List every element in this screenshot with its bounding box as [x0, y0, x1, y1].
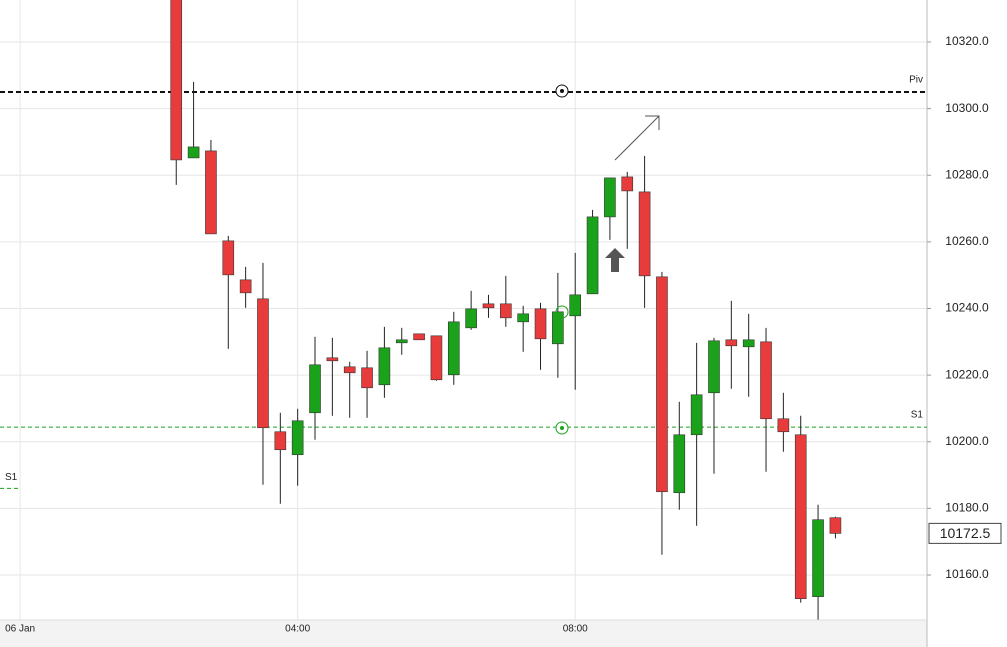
- y-tick-label: 10320.0: [945, 34, 989, 48]
- candle-body: [812, 519, 824, 597]
- y-tick-label: 10300.0: [945, 101, 989, 115]
- candle-body: [361, 367, 373, 389]
- s1-marker-dot: [560, 426, 564, 430]
- y-tick-label: 10180.0: [945, 501, 989, 515]
- candles: [170, 0, 842, 620]
- candle-body: [222, 240, 235, 276]
- pivot-marker-dot: [560, 89, 564, 93]
- candle-body: [291, 420, 304, 456]
- candle-body: [482, 303, 495, 309]
- candle-body: [465, 308, 477, 329]
- candle-body: [552, 311, 564, 345]
- x-tick-label: 04:00: [285, 624, 310, 635]
- last-price-box: [928, 522, 1002, 544]
- x-tick-label: 06 Jan: [5, 624, 35, 635]
- trend-arrow-head: [645, 115, 660, 130]
- candle-body: [447, 321, 460, 376]
- candle-body: [500, 303, 512, 319]
- candle-body: [517, 313, 529, 323]
- candle-body: [708, 340, 720, 394]
- trend-arrow: [614, 115, 660, 161]
- candle-body: [343, 366, 356, 374]
- level-label: Piv: [909, 75, 923, 86]
- y-tick-label: 10260.0: [945, 234, 989, 248]
- candle-body: [777, 418, 790, 433]
- candle-body: [760, 341, 772, 420]
- y-tick-label: 10220.0: [945, 367, 989, 381]
- candle-body: [656, 276, 668, 493]
- y-tick-label: 10160.0: [945, 567, 989, 581]
- candle-body: [274, 431, 287, 451]
- candle-body: [430, 335, 443, 381]
- candle-body: [257, 298, 269, 429]
- previous-level-label: S1: [5, 472, 18, 483]
- candle-body: [673, 434, 686, 494]
- y-tick-label: 10240.0: [945, 301, 989, 315]
- candle-body: [413, 333, 425, 341]
- candle-body: [725, 339, 738, 347]
- candle-body: [395, 339, 408, 344]
- candle-body: [829, 517, 842, 534]
- candle-body: [690, 394, 703, 436]
- levels: [0, 90, 927, 489]
- x-axis-band: [0, 620, 927, 647]
- y-tick-label: 10200.0: [945, 434, 989, 448]
- candle-body: [586, 216, 599, 295]
- axes: 10160.0 10180.0 10200.0 10220.0 10240.0 10260…: [5, 34, 1002, 635]
- x-tick-label: 08:00: [563, 624, 588, 635]
- candle-body: [187, 146, 200, 159]
- candle-body: [794, 434, 807, 599]
- candle-body: [309, 364, 321, 414]
- candle-body: [239, 279, 252, 294]
- candle-body: [205, 150, 217, 235]
- candle-body: [378, 347, 391, 386]
- candle-body: [621, 176, 634, 192]
- candle-body: [742, 339, 755, 348]
- last-price-label: 10172.5: [940, 525, 991, 541]
- candle-body: [534, 308, 547, 340]
- y-tick-label: 10280.0: [945, 167, 989, 181]
- candle-body: [638, 191, 651, 277]
- up-arrow-icon: [605, 248, 625, 272]
- signal-marker: [555, 305, 569, 319]
- candle-body: [326, 357, 339, 362]
- candle-body: [170, 0, 183, 161]
- candle-body: [569, 294, 582, 317]
- level-label: S1: [911, 410, 924, 421]
- candle-body: [604, 177, 616, 218]
